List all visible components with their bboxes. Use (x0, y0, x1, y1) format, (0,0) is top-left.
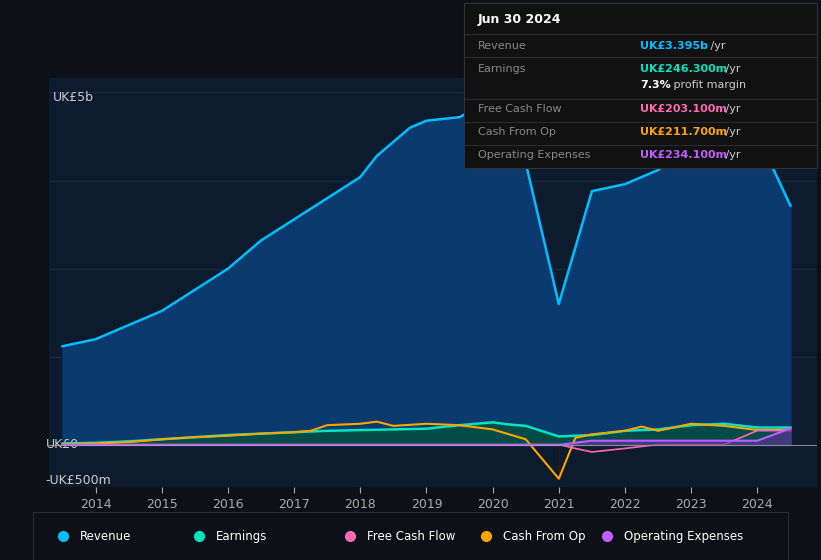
Text: /yr: /yr (722, 127, 741, 137)
Text: Free Cash Flow: Free Cash Flow (478, 104, 562, 114)
Text: Operating Expenses: Operating Expenses (623, 530, 743, 543)
Text: /yr: /yr (722, 64, 741, 74)
Text: UK£211.700m: UK£211.700m (640, 127, 727, 137)
Text: Revenue: Revenue (478, 41, 527, 51)
Text: UK£203.100m: UK£203.100m (640, 104, 727, 114)
Text: /yr: /yr (707, 41, 726, 51)
Text: Earnings: Earnings (216, 530, 267, 543)
Text: 7.3%: 7.3% (640, 81, 671, 90)
Text: UK£0: UK£0 (45, 438, 79, 451)
Text: Free Cash Flow: Free Cash Flow (367, 530, 455, 543)
Text: UK£234.100m: UK£234.100m (640, 150, 727, 160)
Text: -UK£500m: -UK£500m (45, 474, 111, 487)
Text: Operating Expenses: Operating Expenses (478, 150, 590, 160)
Text: UK£246.300m: UK£246.300m (640, 64, 727, 74)
Text: Cash From Op: Cash From Op (478, 127, 556, 137)
Text: profit margin: profit margin (670, 81, 746, 90)
Text: UK£3.395b: UK£3.395b (640, 41, 709, 51)
Text: /yr: /yr (722, 150, 741, 160)
Text: Cash From Op: Cash From Op (502, 530, 585, 543)
Text: UK£5b: UK£5b (53, 91, 94, 104)
Text: Revenue: Revenue (80, 530, 131, 543)
Text: Earnings: Earnings (478, 64, 526, 74)
Text: Jun 30 2024: Jun 30 2024 (478, 13, 562, 26)
Text: /yr: /yr (722, 104, 741, 114)
